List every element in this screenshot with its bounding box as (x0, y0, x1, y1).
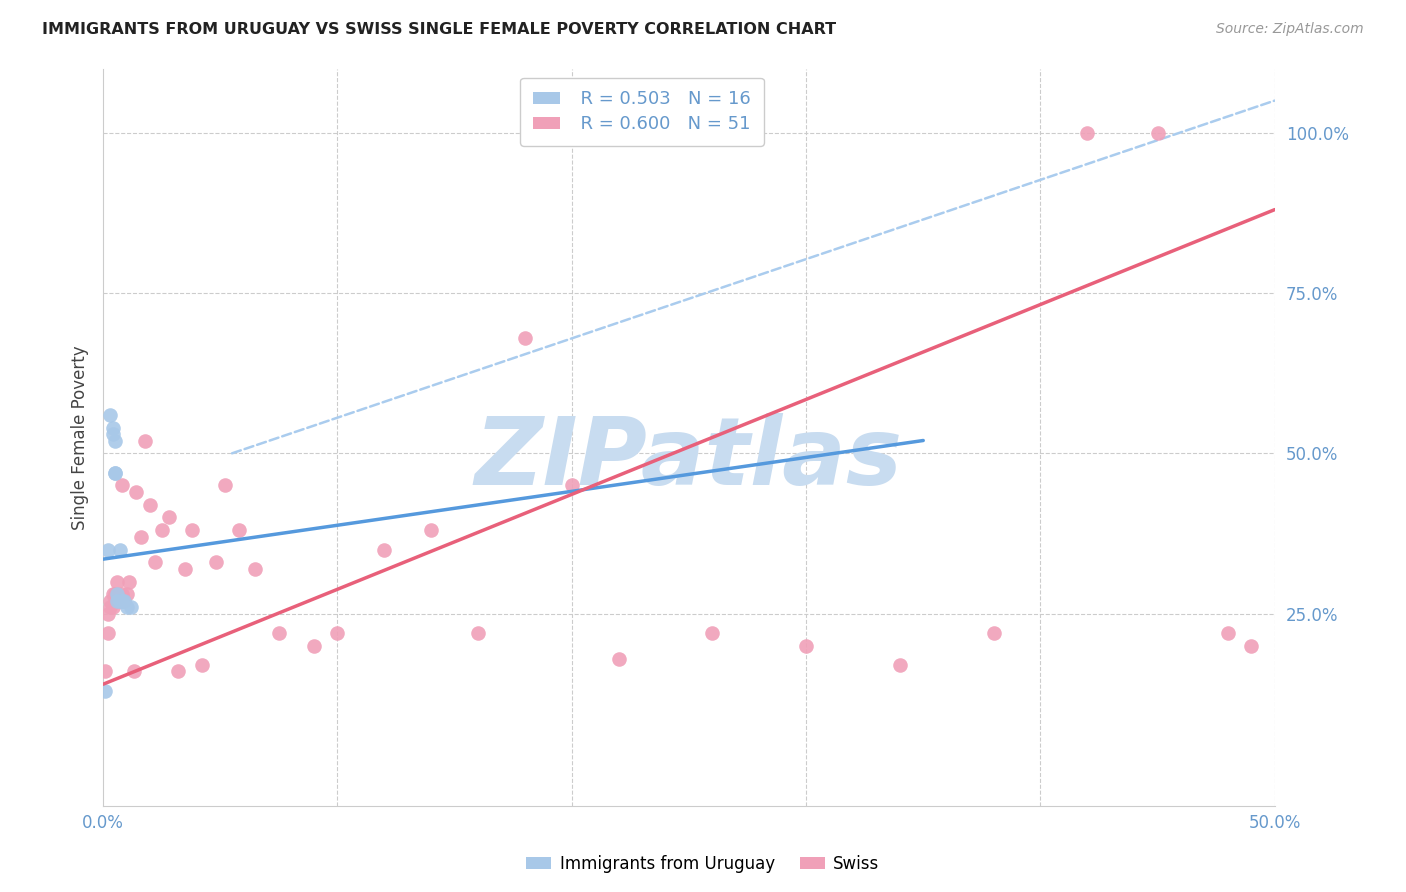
Point (181, 523, 204, 537)
Point (98, 600, 121, 615)
Point (373, 542, 395, 557)
Point (204, 555, 226, 569)
Legend: Immigrants from Uruguay, Swiss: Immigrants from Uruguay, Swiss (520, 848, 886, 880)
Point (97, 607, 120, 621)
Point (94, 683, 117, 698)
Point (105, 594, 128, 608)
Point (129, 530, 152, 544)
Point (139, 498, 162, 512)
Point (108, 594, 131, 608)
Y-axis label: Single Female Poverty: Single Female Poverty (72, 345, 89, 530)
Point (104, 466, 127, 480)
Point (150, 523, 173, 537)
Point (420, 523, 443, 537)
Point (122, 665, 145, 679)
Point (105, 574, 128, 589)
Point (143, 555, 166, 569)
Point (105, 594, 128, 608)
Text: ZIPatlas: ZIPatlas (475, 413, 903, 506)
Point (104, 594, 127, 608)
Point (104, 466, 127, 480)
Point (190, 657, 212, 672)
Point (98, 594, 121, 608)
Point (101, 587, 124, 601)
Point (101, 420, 124, 434)
Point (983, 626, 1005, 640)
Point (111, 478, 134, 492)
Point (104, 587, 127, 601)
Point (104, 434, 127, 448)
Point (1216, 626, 1239, 640)
Point (467, 626, 489, 640)
Text: IMMIGRANTS FROM URUGUAY VS SWISS SINGLE FEMALE POVERTY CORRELATION CHART: IMMIGRANTS FROM URUGUAY VS SWISS SINGLE … (42, 22, 837, 37)
Point (115, 587, 138, 601)
Point (105, 587, 128, 601)
Point (214, 478, 236, 492)
Point (157, 510, 180, 524)
Point (111, 587, 134, 601)
Point (105, 587, 128, 601)
Point (702, 626, 724, 640)
Point (607, 651, 630, 665)
Point (112, 594, 135, 608)
Point (326, 626, 349, 640)
Point (97, 542, 120, 557)
Point (98, 408, 121, 422)
Point (794, 639, 817, 653)
Point (112, 594, 135, 608)
Point (1240, 639, 1263, 653)
Point (561, 478, 583, 492)
Point (97, 626, 120, 640)
Point (267, 626, 290, 640)
Point (118, 574, 141, 589)
Point (513, 331, 536, 345)
Point (174, 562, 197, 576)
Point (1146, 126, 1168, 140)
Point (228, 523, 250, 537)
Point (115, 600, 138, 615)
Point (134, 434, 156, 448)
Point (245, 562, 267, 576)
Point (108, 594, 131, 608)
Point (125, 484, 148, 499)
Point (111, 594, 134, 608)
Point (120, 600, 142, 615)
Legend:   R = 0.503   N = 16,   R = 0.600   N = 51: R = 0.503 N = 16, R = 0.600 N = 51 (520, 78, 763, 146)
Point (94, 665, 117, 679)
Point (302, 639, 325, 653)
Point (101, 427, 124, 442)
Point (167, 665, 190, 679)
Text: Source: ZipAtlas.com: Source: ZipAtlas.com (1216, 22, 1364, 37)
Point (889, 657, 911, 672)
Point (108, 542, 131, 557)
Point (1076, 126, 1098, 140)
Point (101, 600, 124, 615)
